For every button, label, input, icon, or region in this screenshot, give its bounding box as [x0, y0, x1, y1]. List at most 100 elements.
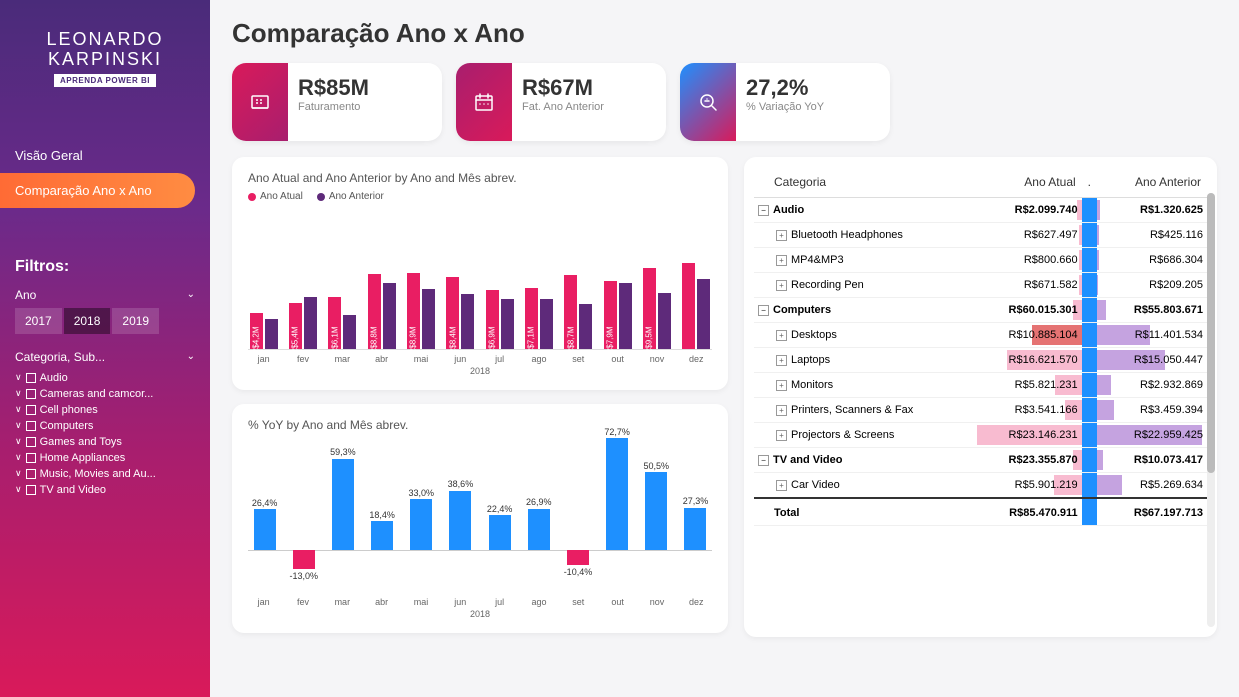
bar-atual[interactable]: R$8,7M	[564, 275, 577, 349]
yoy-group-ago[interactable]: 26,9%	[522, 438, 555, 593]
yoy-group-nov[interactable]: 50,5%	[640, 438, 673, 593]
bar-anterior[interactable]	[422, 289, 435, 349]
table-row[interactable]: +Bluetooth HeadphonesR$627.497R$425.116	[754, 223, 1207, 248]
expand-icon[interactable]: +	[776, 405, 787, 416]
expand-icon[interactable]: +	[776, 280, 787, 291]
bar-anterior[interactable]	[579, 304, 592, 349]
table-row[interactable]: +DesktopsR$10.885.104R$11.401.534	[754, 323, 1207, 348]
th-categoria[interactable]: Categoria	[754, 167, 972, 198]
category-item-4[interactable]: ∨Games and Toys	[15, 434, 195, 450]
yoy-group-mai[interactable]: 33,0%	[405, 438, 438, 593]
yoy-bar[interactable]	[567, 550, 589, 566]
table-scroll[interactable]: Categoria Ano Atual . Ano Anterior −Audi…	[754, 167, 1213, 627]
bar-group-jul[interactable]: R$6,9M	[484, 229, 515, 349]
th-atual[interactable]: Ano Atual	[972, 167, 1082, 198]
checkbox-icon[interactable]	[26, 453, 36, 463]
chart1-plot[interactable]: R$4,2M R$5,4M R$6,1M R$8,8M R$8,9M R$8,4M R$6,…	[248, 210, 712, 350]
yoy-group-fev[interactable]: -13,0%	[287, 438, 320, 593]
scrollbar[interactable]	[1207, 193, 1215, 627]
bar-group-mai[interactable]: R$8,9M	[405, 229, 436, 349]
bar-group-mar[interactable]: R$6,1M	[327, 229, 358, 349]
bar-anterior[interactable]	[383, 283, 396, 349]
th-anterior[interactable]: Ano Anterior	[1097, 167, 1207, 198]
filter-year-label[interactable]: Ano ⌄	[15, 288, 195, 302]
yoy-bar[interactable]	[410, 499, 432, 549]
bar-anterior[interactable]	[658, 293, 671, 349]
legend-anterior[interactable]: Ano Anterior	[317, 191, 384, 202]
expand-icon[interactable]: −	[758, 205, 769, 216]
category-item-3[interactable]: ∨Computers	[15, 418, 195, 434]
yoy-bar[interactable]	[449, 491, 471, 550]
expand-icon[interactable]: +	[776, 480, 787, 491]
bar-anterior[interactable]	[265, 319, 278, 349]
table-row[interactable]: +Projectors & ScreensR$23.146.231R$22.95…	[754, 423, 1207, 448]
category-item-6[interactable]: ∨Music, Movies and Au...	[15, 466, 195, 482]
bar-anterior[interactable]	[540, 299, 553, 349]
bar-atual[interactable]: R$8,4M	[446, 277, 459, 349]
yoy-group-jun[interactable]: 38,6%	[444, 438, 477, 593]
bar-group-jun[interactable]: R$8,4M	[445, 229, 476, 349]
expand-icon[interactable]: +	[776, 230, 787, 241]
category-item-1[interactable]: ∨Cameras and camcor...	[15, 386, 195, 402]
yoy-bar[interactable]	[371, 521, 393, 549]
category-item-0[interactable]: ∨Audio	[15, 370, 195, 386]
yoy-group-out[interactable]: 72,7%	[601, 438, 634, 593]
yoy-bar[interactable]	[528, 509, 550, 550]
table-row[interactable]: −AudioR$2.099.740R$1.320.625	[754, 198, 1207, 223]
filter-category-label[interactable]: Categoria, Sub... ⌄	[15, 350, 195, 364]
checkbox-icon[interactable]	[26, 469, 36, 479]
bar-group-jan[interactable]: R$4,2M	[248, 229, 279, 349]
category-item-7[interactable]: ∨TV and Video	[15, 482, 195, 498]
kpi-1[interactable]: R$67MFat. Ano Anterior	[456, 63, 666, 141]
checkbox-icon[interactable]	[26, 405, 36, 415]
bar-atual[interactable]: R$6,1M	[328, 297, 341, 349]
bar-anterior[interactable]	[501, 299, 514, 349]
bar-atual[interactable]: R$9,5M	[643, 268, 656, 349]
bar-atual[interactable]: R$7,1M	[525, 288, 538, 349]
bar-atual[interactable]: R$5,4M	[289, 303, 302, 349]
bar-atual[interactable]: R$6,9M	[486, 290, 499, 349]
chart2-plot[interactable]: 26,4%-13,0%59,3%18,4%33,0%38,6%22,4%26,9…	[248, 438, 712, 593]
table-row[interactable]: +Printers, Scanners & FaxR$3.541.166R$3.…	[754, 398, 1207, 423]
category-item-2[interactable]: ∨Cell phones	[15, 402, 195, 418]
yoy-group-dez[interactable]: 27,3%	[679, 438, 712, 593]
table-row[interactable]: +Recording PenR$671.582R$209.205	[754, 273, 1207, 298]
year-btn-2018[interactable]: 2018	[64, 308, 111, 334]
bar-anterior[interactable]	[619, 283, 632, 349]
expand-icon[interactable]: +	[776, 355, 787, 366]
bar-anterior[interactable]	[304, 297, 317, 349]
bar-atual[interactable]: R$8,8M	[368, 274, 381, 349]
bar-group-set[interactable]: R$8,7M	[563, 229, 594, 349]
bar-atual[interactable]: R$4,2M	[250, 313, 263, 349]
bar-group-nov[interactable]: R$9,5M	[641, 229, 672, 349]
yoy-group-set[interactable]: -10,4%	[561, 438, 594, 593]
bar-group-out[interactable]: R$7,9M	[602, 229, 633, 349]
yoy-group-jan[interactable]: 26,4%	[248, 438, 281, 593]
bar-group-fev[interactable]: R$5,4M	[287, 229, 318, 349]
kpi-2[interactable]: 27,2%% Variação YoY	[680, 63, 890, 141]
checkbox-icon[interactable]	[26, 421, 36, 431]
bar-atual[interactable]: R$8,9M	[407, 273, 420, 349]
expand-icon[interactable]: +	[776, 330, 787, 341]
year-btn-2017[interactable]: 2017	[15, 308, 62, 334]
bar-group-dez[interactable]	[681, 229, 712, 349]
scrollbar-thumb[interactable]	[1207, 193, 1215, 473]
bar-group-ago[interactable]: R$7,1M	[523, 229, 554, 349]
bar-anterior[interactable]	[697, 279, 710, 349]
table-row[interactable]: +MP4&MP3R$800.660R$686.304	[754, 248, 1207, 273]
yoy-group-abr[interactable]: 18,4%	[366, 438, 399, 593]
nav-item-0[interactable]: Visão Geral	[0, 138, 210, 173]
yoy-group-mar[interactable]: 59,3%	[326, 438, 359, 593]
table-row[interactable]: +Car VideoR$5.901.219R$5.269.634	[754, 473, 1207, 499]
kpi-0[interactable]: R$85MFaturamento	[232, 63, 442, 141]
checkbox-icon[interactable]	[26, 437, 36, 447]
yoy-bar[interactable]	[684, 508, 706, 550]
expand-icon[interactable]: +	[776, 430, 787, 441]
checkbox-icon[interactable]	[26, 389, 36, 399]
expand-icon[interactable]: −	[758, 305, 769, 316]
checkbox-icon[interactable]	[26, 485, 36, 495]
table-row[interactable]: +LaptopsR$16.621.570R$15.050.447	[754, 348, 1207, 373]
yoy-group-jul[interactable]: 22,4%	[483, 438, 516, 593]
expand-icon[interactable]: −	[758, 455, 769, 466]
bar-group-abr[interactable]: R$8,8M	[366, 229, 397, 349]
